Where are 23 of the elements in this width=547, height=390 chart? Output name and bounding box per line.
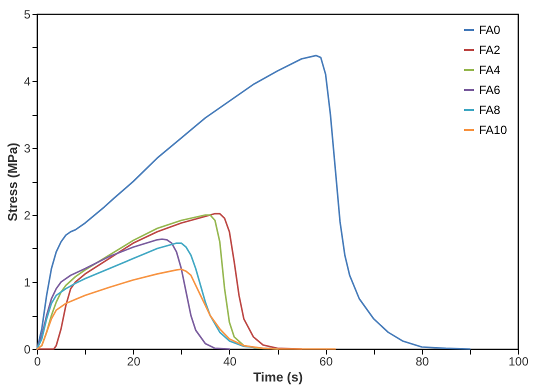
y-tick-label: 3 [24,142,31,156]
y-axis-title: Stress (MPa) [4,142,20,222]
x-axis-title: Time (s) [253,370,303,384]
legend-label: FA0 [479,23,501,37]
y-tick-label: 1 [24,276,31,290]
x-tick-label: 40 [223,354,237,368]
legend-label: FA8 [479,103,501,117]
legend-label: FA6 [479,83,501,97]
x-tick-label: 0 [34,354,42,368]
line-series [36,54,471,350]
x-tick-label: 20 [127,354,141,368]
line-series [36,238,230,350]
legend-label: FA4 [479,63,501,77]
y-tick-label: 5 [24,8,31,22]
x-tick-label: 100 [508,354,529,368]
y-tick-label: 4 [24,74,31,88]
legend-label: FA10 [479,123,508,137]
y-tick-label: 2 [24,208,31,222]
legend-label: FA2 [479,43,501,57]
x-tick-label: 60 [319,354,334,368]
line-series [36,268,336,350]
y-tick-label: 0 [24,342,31,356]
x-tick-label: 80 [416,354,430,368]
